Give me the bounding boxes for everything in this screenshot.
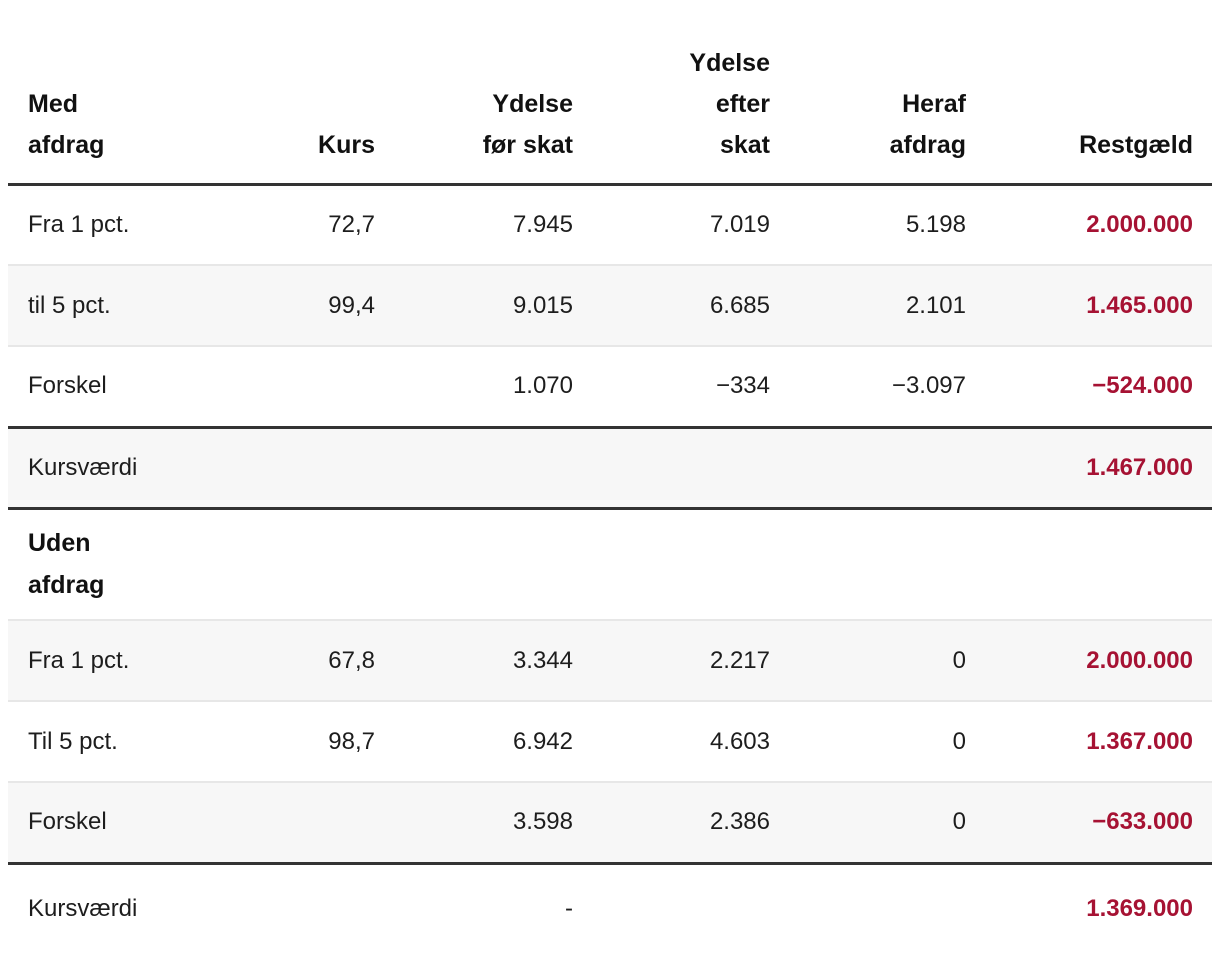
table-row-til-5-pct: til 5 pct. 99,4 9.015 6.685 2.101 1.465.… bbox=[8, 264, 1212, 346]
cell-heraf-afdrag bbox=[770, 861, 966, 953]
cell-restgaeld: 1.467.000 bbox=[966, 425, 1212, 508]
row-label: Kursværdi bbox=[8, 861, 208, 953]
cell-kurs: 72,7 bbox=[328, 210, 375, 238]
cell-ydelse-foer: 9.015 bbox=[375, 264, 573, 346]
cell-ydelse-foer: 3.598 bbox=[375, 781, 573, 863]
cell-kurs: 99,4 bbox=[208, 264, 375, 346]
cell-ydelse-efter: 2.217 bbox=[573, 619, 770, 701]
cell-ydelse-efter: 4.603 bbox=[573, 700, 770, 782]
cell-heraf-afdrag: 0 bbox=[770, 700, 966, 782]
row-label: Til 5 pct. bbox=[8, 700, 208, 782]
cell-kurs bbox=[208, 781, 375, 863]
cell-heraf-afdrag: −3.097 bbox=[770, 345, 966, 427]
cell-kurs bbox=[208, 861, 375, 953]
cell-ydelse-efter: 2.386 bbox=[573, 781, 770, 863]
cell-ydelse-efter: −334 bbox=[573, 345, 770, 427]
col-header-ydelse-foer: Ydelse før skat bbox=[375, 0, 573, 186]
cell-ydelse-foer: 7.945 bbox=[512, 210, 573, 238]
cell-heraf-afdrag: 0 bbox=[770, 781, 966, 863]
cell-restgaeld: −524.000 bbox=[966, 345, 1212, 427]
row-label: Kursværdi bbox=[8, 425, 208, 508]
cell-ydelse-efter: 6.685 bbox=[573, 264, 770, 346]
cell-ydelse-foer: 6.942 bbox=[375, 700, 573, 782]
table-row-kursvaerdi: Kursværdi 1.467.000 bbox=[8, 425, 1212, 508]
section-header-uden-afdrag: Uden afdrag bbox=[8, 506, 1212, 620]
cell-kurs bbox=[208, 345, 375, 427]
cell-restgaeld: 1.369.000 bbox=[966, 861, 1212, 953]
row-label: Forskel bbox=[8, 345, 208, 427]
cell-restgaeld: 1.465.000 bbox=[966, 264, 1212, 346]
table-row-forskel: Forskel 3.598 2.386 0 −633.000 bbox=[8, 781, 1212, 863]
cell-restgaeld: 1.367.000 bbox=[966, 700, 1212, 782]
col-header-restgaeld: Restgæld bbox=[966, 0, 1212, 186]
col-header-ydelse-efter: Ydelse efter skat bbox=[573, 0, 770, 186]
cell-restgaeld: 2.000.000 bbox=[1086, 210, 1193, 238]
loan-comparison-table: Med afdrag Kurs Ydelse før skat Ydelse e… bbox=[8, 0, 1212, 953]
row-label: Fra 1 pct. bbox=[8, 619, 208, 701]
cell-heraf-afdrag bbox=[770, 425, 966, 508]
cell-heraf-afdrag: 0 bbox=[770, 619, 966, 701]
cell-ydelse-foer: - bbox=[375, 861, 573, 953]
cell-ydelse-efter bbox=[573, 861, 770, 953]
cell-restgaeld: 2.000.000 bbox=[966, 619, 1212, 701]
table-header-row: Med afdrag Kurs Ydelse før skat Ydelse e… bbox=[8, 0, 1212, 186]
table-row-forskel: Forskel 1.070 −334 −3.097 −524.000 bbox=[8, 345, 1212, 427]
cell-kurs: 98,7 bbox=[208, 700, 375, 782]
cell-restgaeld: −633.000 bbox=[966, 781, 1212, 863]
table-row-fra-1-pct: Fra 1 pct. 72,7 7.945 7.019 5.198 2.000.… bbox=[8, 184, 1212, 265]
cell-kurs bbox=[208, 425, 375, 508]
cell-ydelse-foer: 1.070 bbox=[375, 345, 573, 427]
cell-ydelse-efter: 7.019 bbox=[709, 210, 770, 238]
cell-ydelse-foer bbox=[375, 425, 573, 508]
table-row-kursvaerdi: Kursværdi - 1.369.000 bbox=[8, 861, 1212, 953]
table-row-til-5-pct: Til 5 pct. 98,7 6.942 4.603 0 1.367.000 bbox=[8, 700, 1212, 782]
row-label: til 5 pct. bbox=[8, 264, 208, 346]
section-label: Uden afdrag bbox=[8, 506, 1212, 620]
cell-ydelse-foer: 3.344 bbox=[375, 619, 573, 701]
table-row-fra-1-pct: Fra 1 pct. 67,8 3.344 2.217 0 2.000.000 bbox=[8, 619, 1212, 701]
row-label: Forskel bbox=[8, 781, 208, 863]
cell-kurs: 67,8 bbox=[208, 619, 375, 701]
cell-ydelse-efter bbox=[573, 425, 770, 508]
row-label: Fra 1 pct. bbox=[28, 210, 130, 238]
col-header-med-afdrag: Med afdrag bbox=[8, 0, 208, 186]
col-header-heraf-afdrag: Heraf afdrag bbox=[770, 0, 966, 186]
cell-heraf-afdrag: 2.101 bbox=[770, 264, 966, 346]
col-header-kurs: Kurs bbox=[208, 0, 375, 186]
cell-heraf-afdrag: 5.198 bbox=[905, 210, 966, 238]
